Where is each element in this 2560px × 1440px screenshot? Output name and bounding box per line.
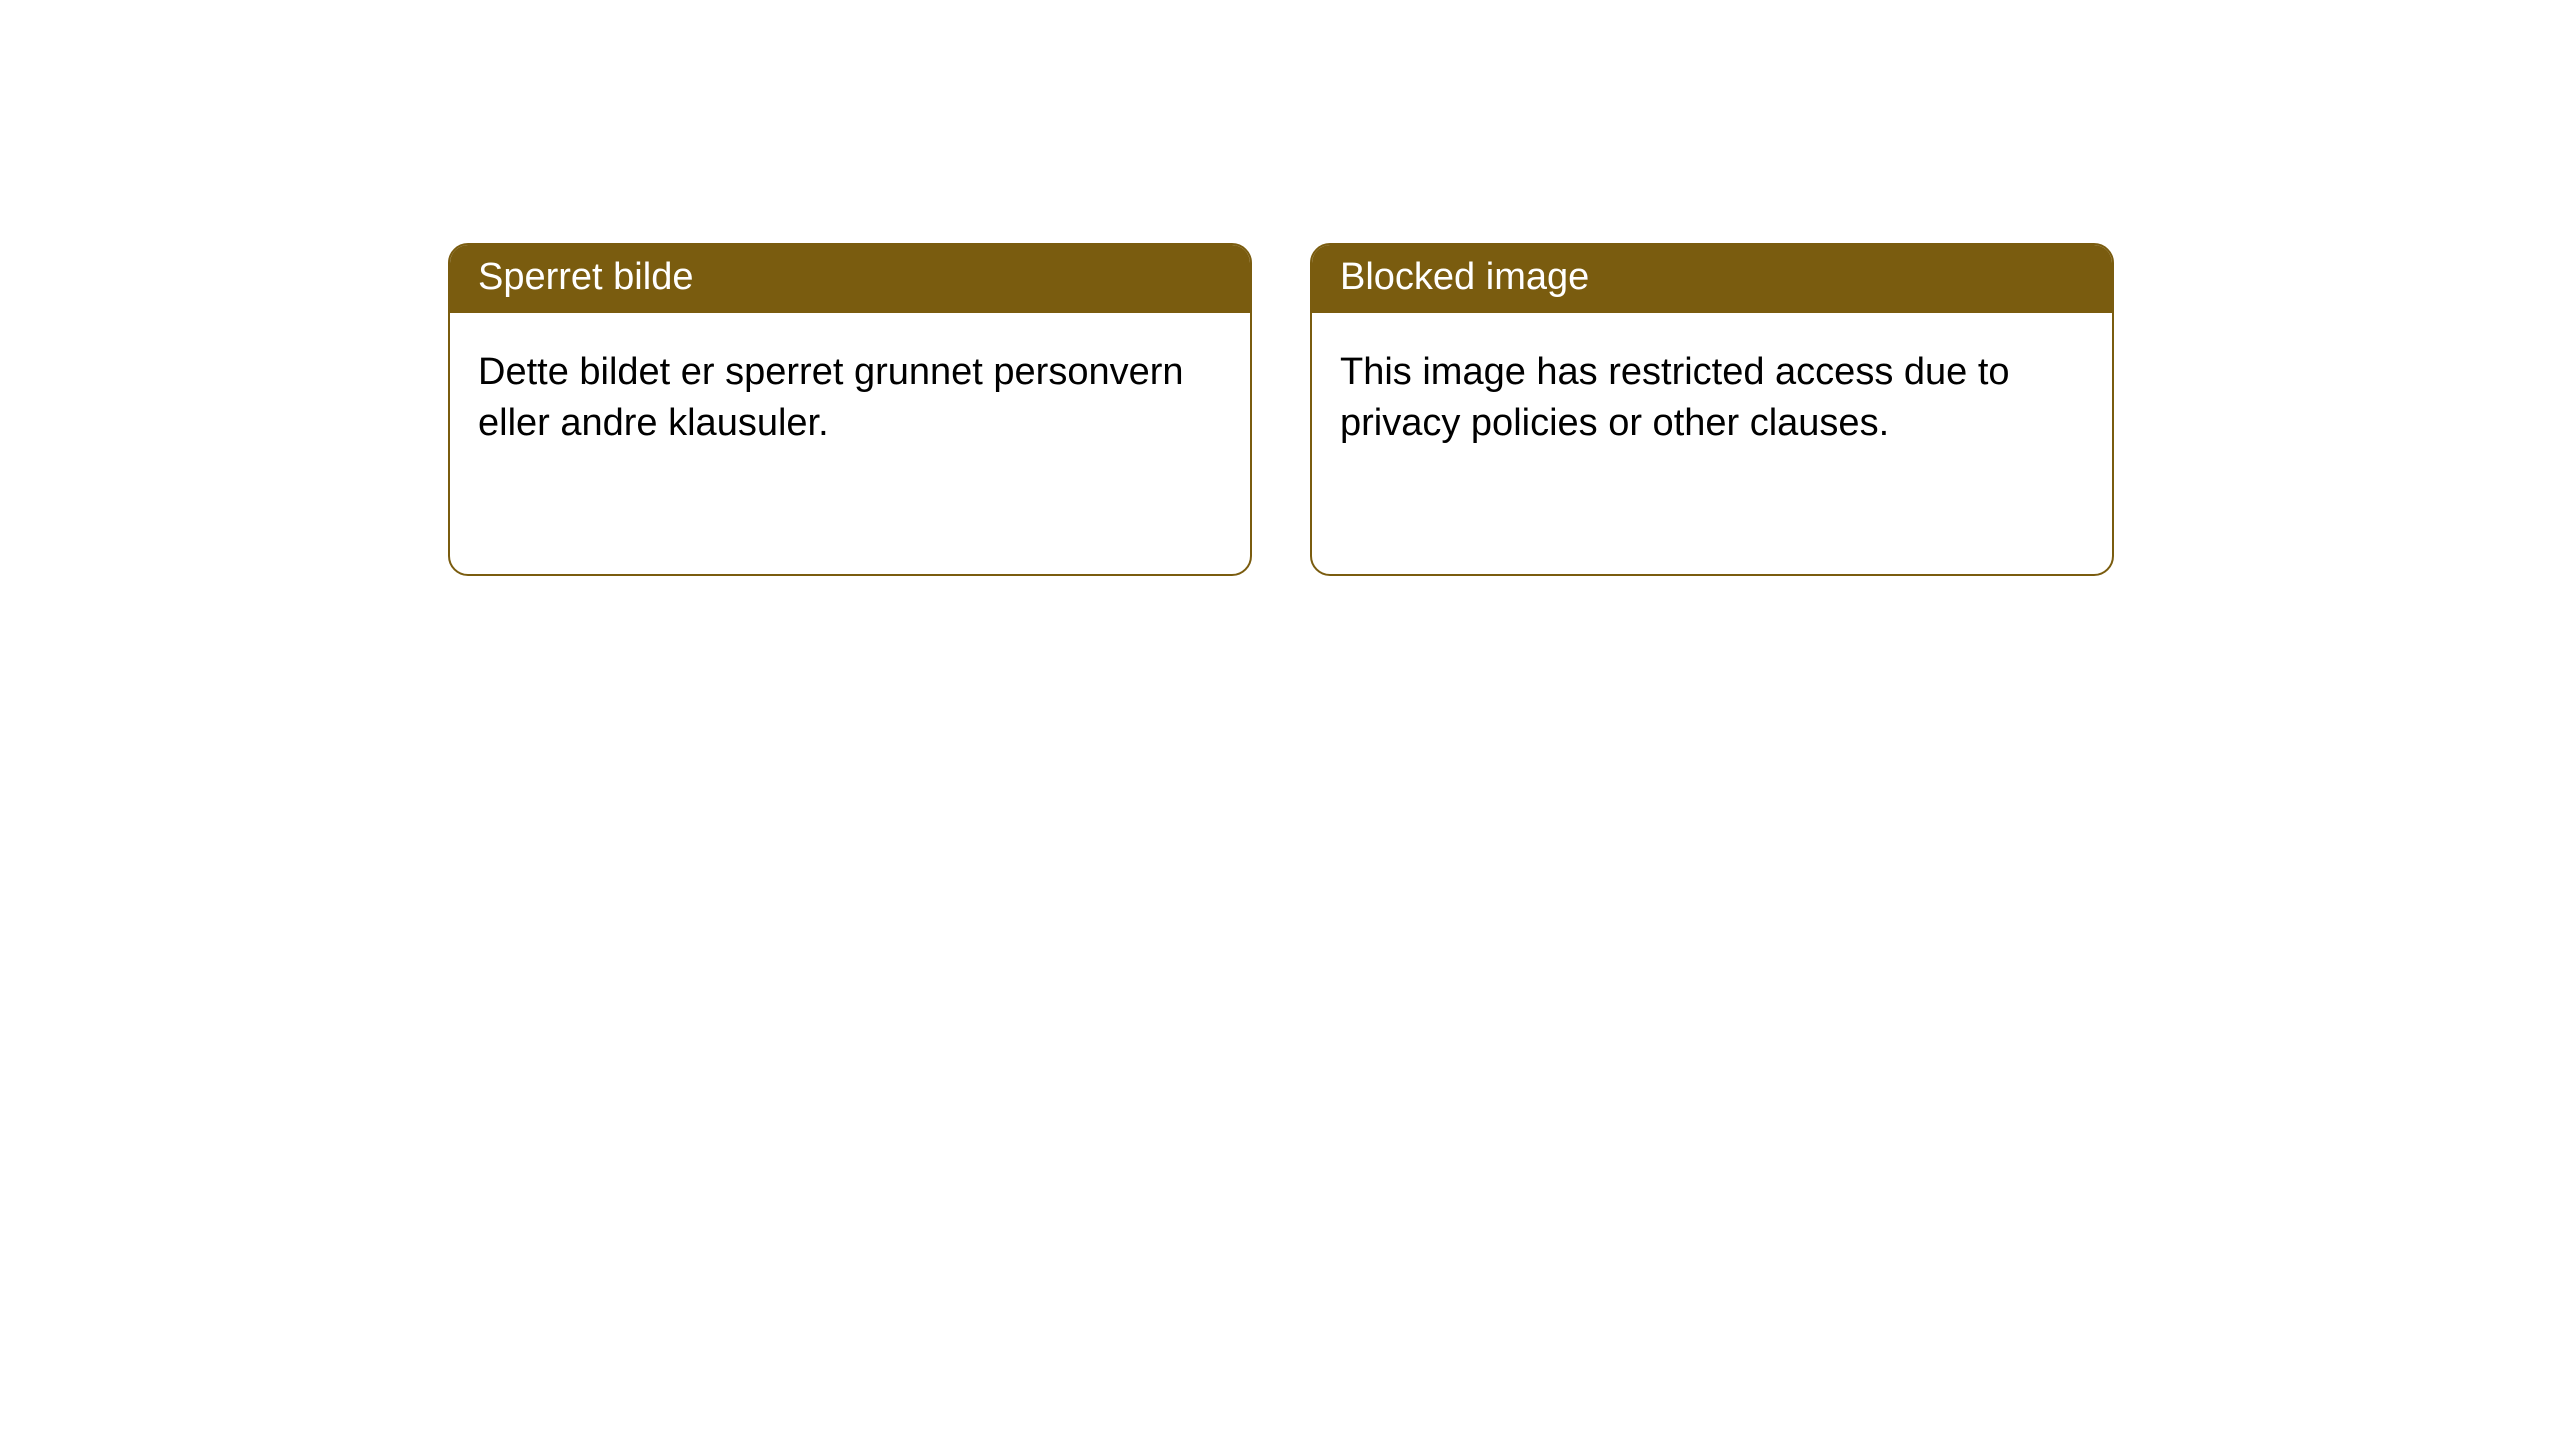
notice-title: Sperret bilde bbox=[450, 245, 1250, 313]
notice-body: Dette bildet er sperret grunnet personve… bbox=[450, 313, 1250, 484]
notice-card-english: Blocked image This image has restricted … bbox=[1310, 243, 2114, 576]
notice-body: This image has restricted access due to … bbox=[1312, 313, 2112, 484]
notice-container: Sperret bilde Dette bildet er sperret gr… bbox=[0, 0, 2560, 576]
notice-title: Blocked image bbox=[1312, 245, 2112, 313]
notice-card-norwegian: Sperret bilde Dette bildet er sperret gr… bbox=[448, 243, 1252, 576]
